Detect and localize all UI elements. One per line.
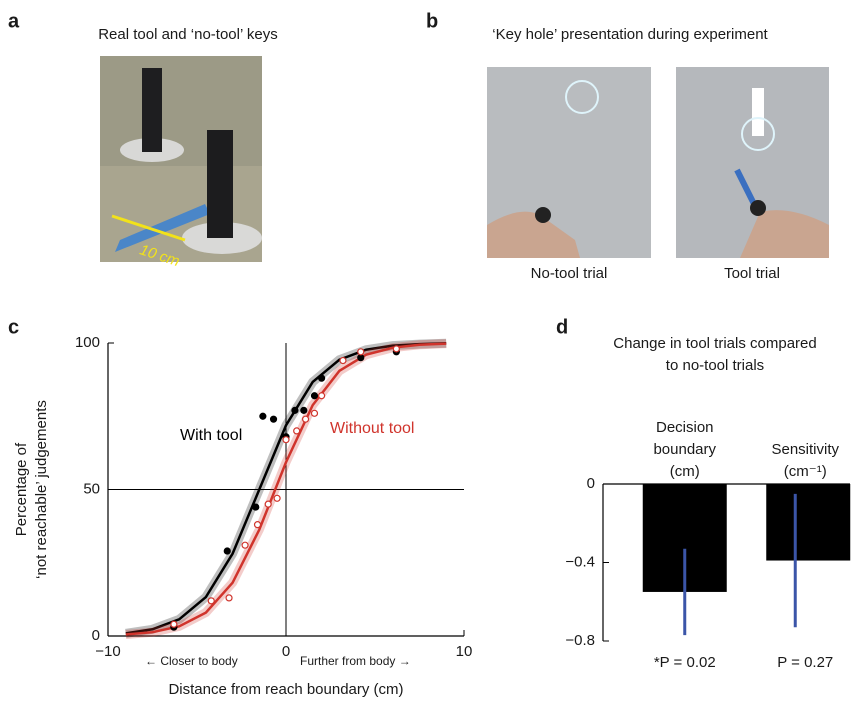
photo-title: Real tool and ‘no-tool’ keys (98, 26, 278, 43)
category-label: Decision (656, 419, 714, 436)
data-point (339, 356, 347, 365)
annotation: ← Closer to body (145, 654, 238, 668)
y-tick-label: −0.4 (565, 553, 595, 570)
data-point (223, 547, 231, 555)
y-tick-label: −0.8 (565, 632, 595, 649)
data-point (318, 392, 326, 400)
y-axis-label: Percentage of (13, 442, 30, 536)
x-tick-label: −10 (95, 643, 120, 660)
data-point (259, 412, 267, 420)
panel-label: a (8, 10, 20, 32)
p-value: P = 0.27 (777, 654, 833, 671)
data-point (357, 354, 365, 362)
x-tick-label: 10 (456, 643, 473, 660)
data-point (264, 500, 272, 508)
data-point (300, 406, 308, 414)
bar (766, 484, 851, 561)
legend-label: With tool (180, 427, 242, 444)
data-point (318, 374, 326, 382)
photo (487, 67, 829, 258)
x-tick-label: 0 (282, 643, 290, 660)
data-point (301, 415, 310, 423)
legend-label: Without tool (330, 420, 414, 437)
panel-label: b (426, 10, 438, 32)
data-point (310, 409, 319, 417)
chart-title: Change in tool trials compared (613, 335, 816, 352)
y-tick-label: 100 (75, 334, 100, 351)
data-point (207, 597, 215, 605)
data-point (225, 594, 233, 602)
data-point (392, 345, 400, 353)
fit-line (125, 342, 447, 636)
data-point (291, 406, 299, 414)
y-tick-label: 50 (83, 480, 100, 497)
data-point (310, 392, 319, 400)
data-point (282, 436, 290, 444)
photo-caption: No-tool trial (531, 265, 608, 282)
data-point (273, 494, 281, 502)
annotation: Further from body → (300, 654, 411, 668)
category-label: (cm) (670, 463, 700, 480)
data-point (293, 427, 301, 435)
photo-title: ‘Key hole’ presentation during experimen… (492, 26, 768, 43)
photo (100, 56, 262, 262)
y-tick-label: 0 (92, 627, 100, 644)
photo-caption: Tool trial (724, 265, 780, 282)
panel-label: d (556, 316, 568, 338)
data-point (269, 415, 278, 423)
data-point (241, 541, 249, 549)
x-axis-label: Distance from reach boundary (cm) (168, 681, 403, 698)
data-point (357, 348, 365, 356)
data-point (252, 503, 260, 511)
data-point (253, 521, 262, 529)
category-label: (cm⁻¹) (784, 463, 827, 480)
chart-title: to no-tool trials (666, 357, 764, 374)
p-value: *P = 0.02 (654, 654, 716, 671)
y-tick-label: 0 (587, 475, 595, 492)
fit-line (125, 342, 447, 635)
y-axis-label: ‘not reachable’ judgements (33, 400, 50, 579)
category-label: boundary (653, 441, 716, 458)
panel-label: c (8, 316, 19, 338)
data-point (170, 620, 178, 628)
category-label: Sensitivity (771, 441, 839, 458)
